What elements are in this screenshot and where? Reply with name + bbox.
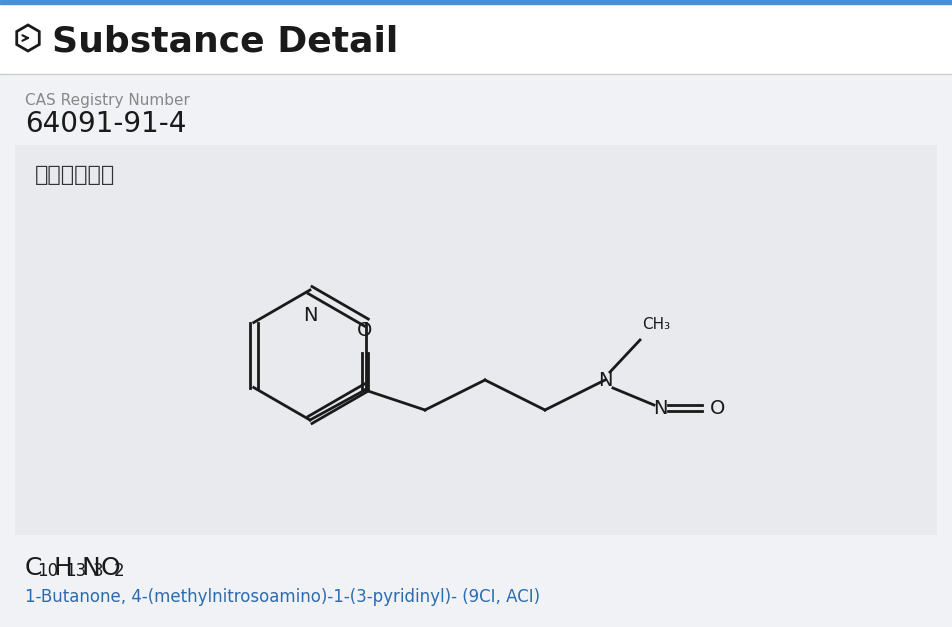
Text: N: N bbox=[303, 306, 317, 325]
Text: Substance Detail: Substance Detail bbox=[52, 25, 398, 59]
Bar bbox=[0, 4, 952, 74]
Bar bbox=[15, 145, 937, 535]
Text: N: N bbox=[653, 399, 667, 418]
Text: N: N bbox=[81, 556, 100, 580]
Text: 10: 10 bbox=[37, 562, 58, 580]
Text: O: O bbox=[101, 556, 121, 580]
Text: C: C bbox=[25, 556, 43, 580]
Text: N: N bbox=[598, 371, 612, 389]
Text: 3: 3 bbox=[93, 562, 104, 580]
Text: H: H bbox=[53, 556, 71, 580]
Text: CH₃: CH₃ bbox=[642, 317, 670, 332]
Text: 北京药素产品: 北京药素产品 bbox=[35, 165, 115, 185]
Text: CAS Registry Number: CAS Registry Number bbox=[25, 93, 189, 108]
Text: O: O bbox=[357, 321, 372, 340]
Text: 1-Butanone, 4-(methylnitrosoamino)-1-(3-pyridinyl)- (9CI, ACI): 1-Butanone, 4-(methylnitrosoamino)-1-(3-… bbox=[25, 588, 540, 606]
Text: 64091-91-4: 64091-91-4 bbox=[25, 110, 187, 138]
Text: 2: 2 bbox=[114, 562, 125, 580]
Text: O: O bbox=[710, 399, 725, 418]
Bar bbox=[0, 0, 952, 4]
Text: 13: 13 bbox=[65, 562, 87, 580]
